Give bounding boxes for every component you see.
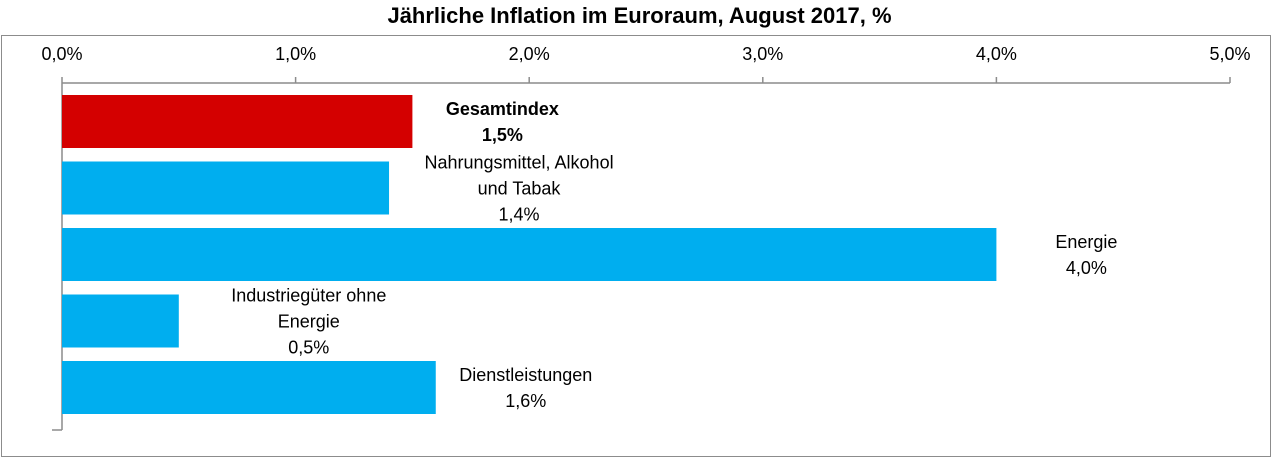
x-tick-label-4: 4,0% bbox=[976, 44, 1017, 64]
x-tick-label-3: 3,0% bbox=[742, 44, 783, 64]
bar-1 bbox=[62, 161, 390, 215]
bar-category-label-0: Gesamtindex bbox=[446, 99, 559, 119]
bar-value-label-1: 1,4% bbox=[499, 204, 540, 224]
x-tick-label-2: 2,0% bbox=[509, 44, 550, 64]
chart-border bbox=[1, 35, 1271, 457]
bar-0 bbox=[62, 95, 413, 148]
x-tick-label-1: 1,0% bbox=[275, 44, 316, 64]
x-tick-label-0: 0,0% bbox=[41, 44, 82, 64]
bar-category-label-1-line2: und Tabak bbox=[478, 178, 562, 198]
bar-value-label-0: 1,5% bbox=[482, 125, 523, 145]
chart-title: Jährliche Inflation im Euroraum, August … bbox=[387, 3, 892, 28]
bar-3 bbox=[62, 294, 179, 348]
bar-value-label-3: 0,5% bbox=[288, 337, 329, 357]
x-tick-label-5: 5,0% bbox=[1209, 44, 1250, 64]
bar-value-label-2: 4,0% bbox=[1066, 258, 1107, 278]
bar-4 bbox=[62, 361, 436, 414]
bar-value-label-4: 1,6% bbox=[505, 391, 546, 411]
bar-category-label-3-line2: Energie bbox=[278, 311, 340, 331]
bar-category-label-4: Dienstleistungen bbox=[459, 365, 592, 385]
bar-category-label-3: Industriegüter ohne bbox=[231, 285, 386, 305]
bar-category-label-1: Nahrungsmittel, Alkohol bbox=[424, 152, 613, 172]
bar-2 bbox=[62, 228, 997, 281]
bar-category-label-2: Energie bbox=[1055, 232, 1117, 252]
